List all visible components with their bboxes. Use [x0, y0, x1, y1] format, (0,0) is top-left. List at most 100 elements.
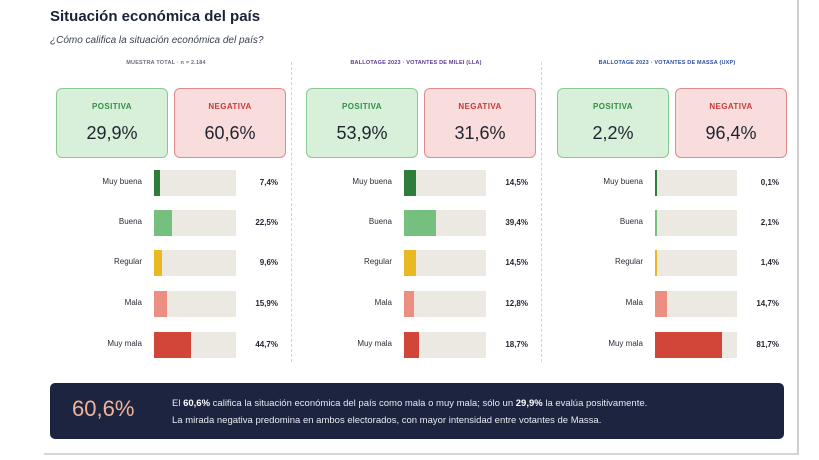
bar — [404, 250, 416, 276]
category-label: Mala — [625, 298, 643, 307]
bar — [404, 210, 437, 236]
negative-label: NEGATIVA — [458, 102, 502, 111]
summary-banner: 60,6% El 60,6% califica la situación eco… — [50, 383, 784, 439]
negative-value: 60,6% — [204, 123, 256, 143]
summary-line-1: El 60,6% califica la situación económica… — [172, 395, 772, 412]
category-label: Muy buena — [603, 177, 643, 186]
bar — [154, 210, 173, 236]
bar-track — [655, 210, 737, 236]
bar — [655, 170, 657, 196]
bar — [404, 291, 415, 317]
category-label: Regular — [113, 257, 142, 266]
bar-row: Mala 14,7% — [551, 291, 783, 317]
bar-row: Regular 9,6% — [50, 250, 282, 276]
positive-label: POSITIVA — [342, 102, 382, 111]
category-label: Muy mala — [357, 339, 392, 348]
positive-card: POSITIVA 53,9% — [306, 88, 418, 158]
category-label: Buena — [619, 217, 643, 226]
category-label: Buena — [368, 217, 392, 226]
chart-panel: BALLOTAGE 2023 · VOTANTES DE MASSA (UXP)… — [551, 56, 787, 366]
summary-text-part: califica la situación económica del país… — [210, 398, 516, 409]
bar-row: Buena 2,1% — [551, 210, 783, 236]
category-label: Buena — [118, 217, 142, 226]
negative-card: NEGATIVA 31,6% — [424, 88, 536, 158]
bar — [655, 250, 657, 276]
bar-row: Muy mala 81,7% — [551, 332, 783, 358]
bar-track — [154, 250, 236, 276]
chart-panel: MUESTRA TOTAL · n = 2.184 POSITIVA 29,9% NE… — [50, 56, 286, 366]
summary-line-2: La mirada negativa predomina en ambos el… — [172, 415, 602, 426]
bar-row: Regular 14,5% — [300, 250, 532, 276]
chart-panel: BALLOTAGE 2023 · VOTANTES DE MILEI (LLA)… — [300, 56, 536, 366]
data-label: 12,8% — [505, 299, 528, 308]
summary-text: El 60,6% califica la situación económica… — [172, 395, 772, 429]
bar — [404, 170, 416, 196]
data-label: 22,5% — [255, 218, 278, 227]
panel-divider — [291, 62, 292, 362]
bar-track — [655, 291, 737, 317]
summary-text-part: la evalúa positivamente. — [542, 398, 648, 409]
data-label: 81,7% — [756, 340, 779, 349]
positive-card: POSITIVA 29,9% — [56, 88, 168, 158]
negative-label: NEGATIVA — [208, 102, 252, 111]
data-label: 7,4% — [259, 178, 278, 187]
panel-header: MUESTRA TOTAL · n = 2.184 — [126, 60, 206, 66]
bar-track — [404, 170, 486, 196]
bar — [655, 291, 668, 317]
data-label: 14,5% — [505, 258, 528, 267]
positive-label: POSITIVA — [593, 102, 633, 111]
data-label: 39,4% — [505, 218, 528, 227]
negative-card: NEGATIVA 60,6% — [174, 88, 286, 158]
data-label: 44,7% — [255, 340, 278, 349]
positive-value: 2,2% — [592, 123, 634, 143]
page-title: Situación económica del país — [50, 8, 261, 25]
data-label: 1,4% — [760, 258, 779, 267]
positive-label: POSITIVA — [92, 102, 132, 111]
bar-row: Muy mala 44,7% — [50, 332, 282, 358]
category-label: Regular — [363, 257, 392, 266]
bar-track — [154, 210, 236, 236]
panel-divider — [541, 62, 542, 362]
category-label: Muy mala — [608, 339, 643, 348]
data-label: 9,6% — [259, 258, 278, 267]
bar — [655, 210, 657, 236]
bar-row: Mala 15,9% — [50, 291, 282, 317]
negative-value: 31,6% — [454, 123, 506, 143]
positive-value: 53,9% — [336, 123, 388, 143]
panel-header: BALLOTAGE 2023 · VOTANTES DE MILEI (LLA) — [350, 60, 482, 66]
summary-highlight: 60,6% — [183, 398, 211, 409]
bar-row: Buena 39,4% — [300, 210, 532, 236]
category-label: Regular — [614, 257, 643, 266]
bar — [154, 291, 168, 317]
bar — [154, 332, 191, 358]
bar-track — [154, 291, 236, 317]
bar-track — [404, 332, 486, 358]
bar-row: Mala 12,8% — [300, 291, 532, 317]
bar-row: Muy buena 7,4% — [50, 170, 282, 196]
panel-header: BALLOTAGE 2023 · VOTANTES DE MASSA (UXP) — [598, 60, 736, 66]
bar-track — [655, 250, 737, 276]
bar-track — [655, 332, 737, 358]
data-label: 2,1% — [760, 218, 779, 227]
bar-row: Regular 1,4% — [551, 250, 783, 276]
category-label: Muy buena — [352, 177, 392, 186]
data-label: 14,5% — [505, 178, 528, 187]
bar-track — [655, 170, 737, 196]
category-label: Mala — [374, 298, 392, 307]
bar-track — [404, 210, 486, 236]
bar-track — [404, 291, 486, 317]
bar-track — [404, 250, 486, 276]
bar — [655, 332, 722, 358]
summary-highlight: 29,9% — [515, 398, 543, 409]
bar-row: Buena 22,5% — [50, 210, 282, 236]
summary-big-value: 60,6% — [72, 396, 135, 421]
data-label: 18,7% — [505, 340, 528, 349]
bar-row: Muy mala 18,7% — [300, 332, 532, 358]
category-label: Muy mala — [107, 339, 142, 348]
category-label: Muy buena — [102, 177, 142, 186]
positive-card: POSITIVA 2,2% — [557, 88, 669, 158]
data-label: 0,1% — [760, 178, 779, 187]
bar-row: Muy buena 0,1% — [551, 170, 783, 196]
page-subtitle: ¿Cómo califica la situación económica de… — [50, 35, 264, 46]
data-label: 14,7% — [756, 299, 779, 308]
